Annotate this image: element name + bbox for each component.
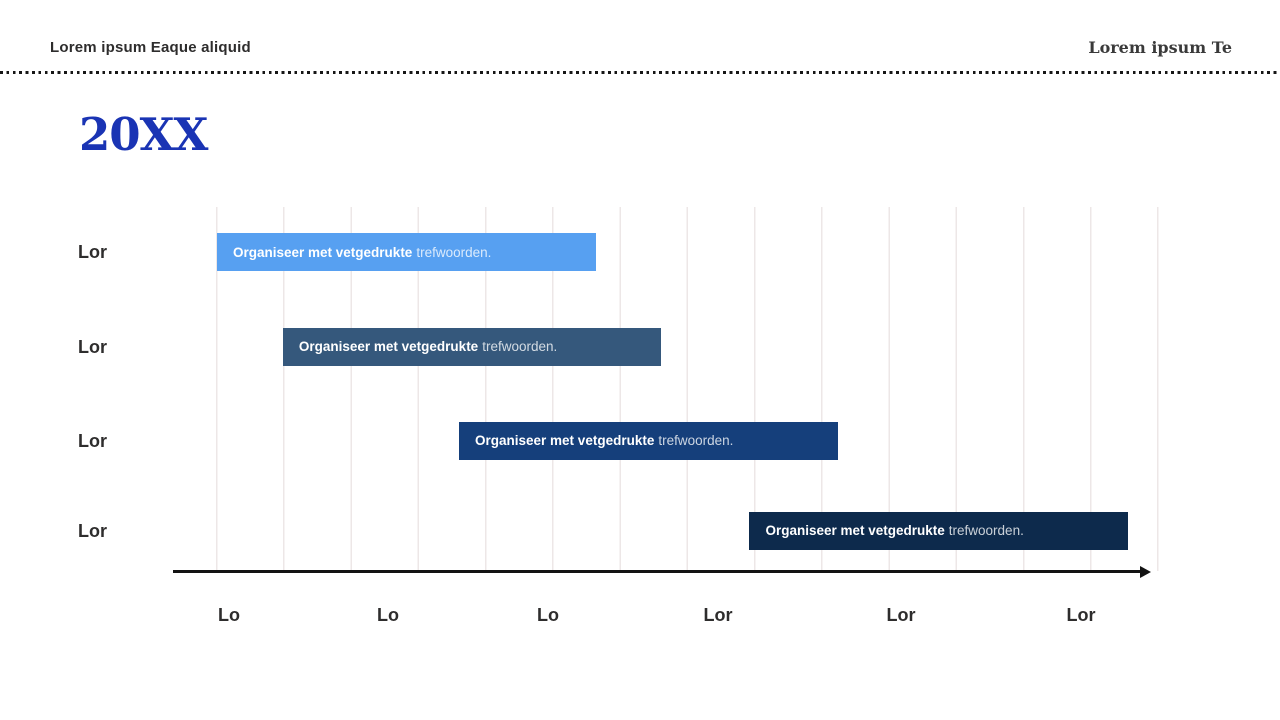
gantt-bar: Organiseer met vetgedrukte trefwoorden. [217, 233, 596, 271]
bar-label-rest: trefwoorden. [416, 244, 492, 260]
row-label: Lor [78, 242, 107, 262]
gantt-bar: Organiseer met vetgedrukte trefwoorden. [749, 511, 1128, 550]
x-axis-arrow-icon [1140, 565, 1151, 578]
bar-label-rest: trefwoorden. [482, 339, 558, 354]
gantt-bar: Organiseer met vetgedrukte trefwoorden. [282, 327, 662, 366]
x-tick-label: Lor [1066, 605, 1096, 625]
dotted-divider [0, 71, 1280, 74]
bar-label-bold: Organiseer met vetgedrukte [233, 244, 413, 260]
row-label: Lor [78, 520, 107, 541]
x-axis-line [173, 570, 1142, 573]
year-title: 20XX [79, 108, 208, 161]
x-tick-label: Lor [886, 605, 916, 625]
gantt-bar: Organiseer met vetgedrukte trefwoorden. [459, 421, 838, 460]
row-label: Lor [78, 336, 107, 357]
x-tick-label: Lo [218, 605, 240, 625]
bar-label-rest: trefwoorden. [948, 523, 1024, 538]
header-left-title: Lorem ipsum Eaque aliquid [50, 39, 251, 56]
x-tick-label: Lo [377, 605, 399, 625]
header-right-title: Lorem ipsum Te [1088, 38, 1232, 57]
bar-label-bold: Organiseer met vetgedrukte [475, 433, 655, 448]
bar-label-bold: Organiseer met vetgedrukte [298, 339, 479, 354]
row-label: Lor [78, 430, 107, 451]
x-tick-label: Lor [703, 605, 733, 625]
bar-label-rest: trefwoorden. [658, 433, 734, 448]
bar-label-bold: Organiseer met vetgedrukte [765, 523, 945, 538]
x-tick-label: Lo [537, 605, 559, 625]
